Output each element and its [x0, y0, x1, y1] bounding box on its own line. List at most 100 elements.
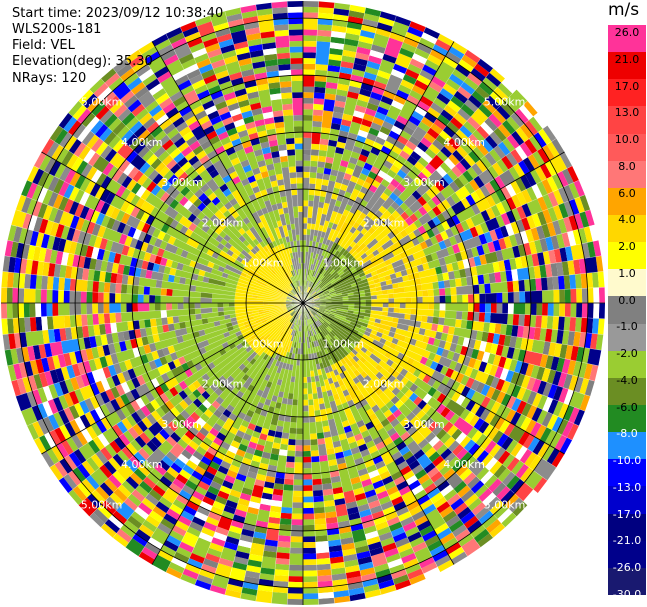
- ray-separator: [11, 302, 304, 382]
- ray-separator: [20, 194, 304, 304]
- colorbar-tick-label: 26.0: [614, 26, 640, 39]
- ray-separator: [1, 286, 304, 304]
- ray-separator: [49, 138, 304, 304]
- azimuth-line: [151, 302, 304, 565]
- ray-separator: [239, 7, 304, 304]
- ray-separator: [302, 112, 538, 304]
- ray-separator: [286, 1, 304, 304]
- ray-separator: [271, 302, 304, 604]
- ray-separator: [302, 68, 494, 304]
- colorbar: 26.0 21.0 17.0 13.0 10.0 8.0 6.0 4.0 2.0 1.0 0.0 -1…: [608, 25, 646, 601]
- ray-separator: [2, 302, 304, 335]
- start-time-label: Start time: 2023/09/12 10:38:40: [12, 6, 224, 21]
- ray-separator: [209, 302, 304, 591]
- ray-separator: [302, 7, 367, 304]
- range-ring: [245, 245, 361, 361]
- colorbar-tick-label: 17.0: [614, 79, 640, 93]
- ray-separator: [7, 302, 304, 367]
- ray-separator: [302, 20, 412, 304]
- azimuth-line: [302, 302, 455, 565]
- ray-separator: [209, 15, 304, 304]
- ray-separator: [302, 302, 481, 548]
- ray-separator: [68, 302, 304, 494]
- ray-separator: [138, 302, 304, 557]
- ray-separator: [302, 125, 548, 304]
- ray-separator: [20, 302, 304, 412]
- ray-separator: [302, 302, 538, 494]
- range-ring: [131, 131, 475, 475]
- ray-separator: [7, 239, 304, 304]
- ray-separator: [78, 302, 304, 506]
- ring-label: 1.00km: [323, 337, 365, 350]
- ray-separator: [224, 302, 304, 595]
- ray-separator: [302, 165, 573, 304]
- colorbar-cell: [608, 269, 646, 297]
- ray-separator: [58, 125, 304, 304]
- colorbar-tick-label: -26.0: [612, 561, 642, 575]
- colorbar-tick-label: 4.0: [618, 213, 636, 227]
- ring-label: 2.00km: [202, 378, 244, 391]
- ray-separator: [27, 179, 304, 304]
- ray-separator: [15, 209, 304, 304]
- ray-separator: [302, 33, 441, 304]
- elevation-label: Elevation(deg): 35.30: [12, 54, 153, 69]
- ray-separator: [302, 302, 595, 382]
- ray-separator: [302, 302, 441, 573]
- ray-separator: [302, 78, 506, 304]
- ray-separator: [15, 302, 304, 397]
- ray-separator: [302, 302, 602, 351]
- colorbar-tick-label: -21.0: [612, 534, 642, 548]
- ray-separator: [224, 11, 304, 304]
- ray-separator: [302, 302, 320, 605]
- colorbar-cell: [608, 377, 646, 406]
- ray-separator: [165, 33, 304, 304]
- ray-separator: [100, 302, 304, 528]
- colorbar-tick-label: -4.0: [616, 373, 638, 387]
- instrument-label: WLS200s-181: [12, 22, 102, 37]
- ray-separator: [302, 2, 335, 304]
- ring-label: 5.00km: [81, 96, 123, 109]
- colorbar-tick-label: 6.0: [618, 186, 636, 200]
- ring-label: 4.00km: [443, 136, 485, 149]
- ray-separator: [58, 302, 304, 481]
- ray-separator: [138, 49, 304, 304]
- ray-separator: [11, 224, 304, 304]
- colorbar-cell: [608, 133, 646, 162]
- colorbar-tick-label: 1.0: [618, 266, 636, 280]
- colorbar-tick-label: 21.0: [614, 52, 640, 66]
- ray-separator: [302, 1, 320, 304]
- colorbar-tick-label: 10.0: [614, 133, 640, 147]
- ray-separator: [33, 165, 304, 304]
- ray-separator: [302, 138, 557, 304]
- ray-separator: [302, 302, 397, 591]
- colorbar-cell: [608, 160, 646, 189]
- ray-separator: [302, 302, 573, 441]
- ray-separator: [112, 302, 304, 538]
- colorbar-cell: [608, 187, 646, 216]
- ring-label: 1.00km: [323, 257, 365, 270]
- ray-separator: [194, 302, 304, 586]
- ray-separator: [194, 20, 304, 304]
- colorbar-cell: [608, 459, 646, 487]
- ring-label: 3.00km: [403, 176, 445, 189]
- colorbar-tick-label: 0.0: [618, 293, 636, 307]
- ray-separator: [302, 194, 586, 304]
- range-rings: [17, 17, 589, 589]
- colorbar-tick-label: -2.0: [616, 347, 638, 361]
- ray-separator: [27, 302, 304, 427]
- colorbar-cell: [608, 296, 646, 325]
- ring-label: 2.00km: [363, 378, 405, 391]
- azimuth-line: [41, 151, 304, 304]
- ray-separator: [302, 209, 591, 304]
- ray-separator: [302, 302, 579, 427]
- ray-separator: [49, 302, 304, 468]
- ray-separator: [239, 302, 304, 599]
- ray-separator: [302, 302, 604, 335]
- colorbar-cell: [608, 52, 646, 80]
- ray-separator: [302, 4, 351, 304]
- ray-separator: [302, 15, 397, 304]
- ray-separator: [255, 4, 304, 304]
- azimuth-line: [151, 41, 304, 304]
- colorbar-cell: [608, 323, 646, 352]
- ray-separator: [302, 58, 481, 304]
